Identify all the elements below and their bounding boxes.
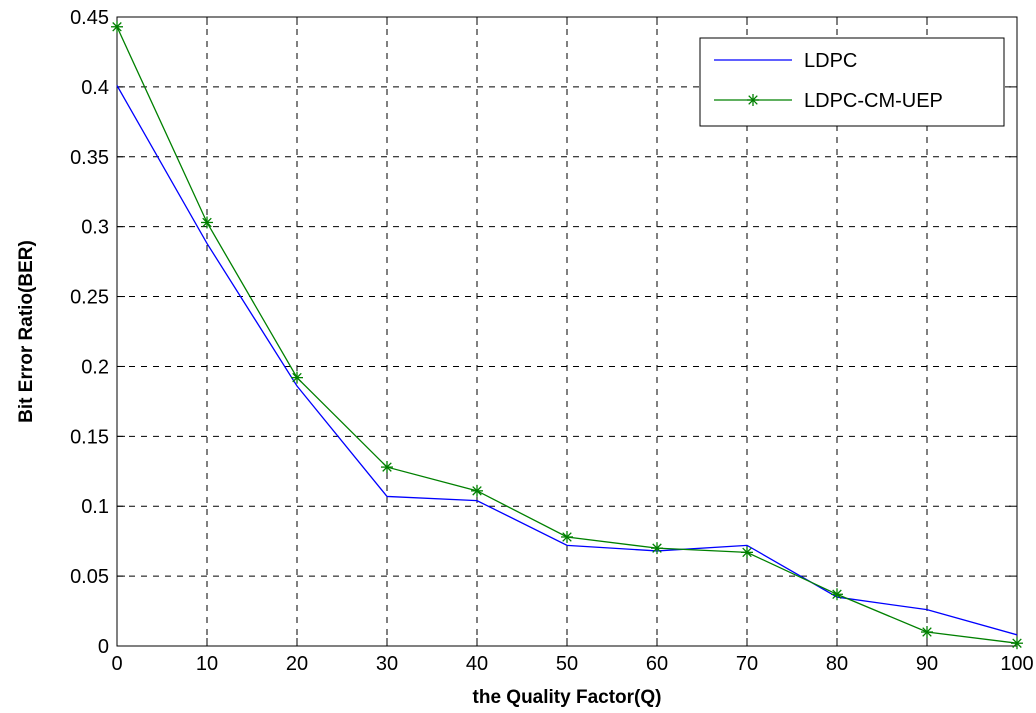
data-point-ldpc-cm-uep (741, 546, 753, 559)
data-point-ldpc-cm-uep (561, 530, 573, 543)
y-tick-label: 0.45 (70, 7, 109, 29)
data-point-ldpc-cm-uep (111, 20, 123, 33)
x-axis-title: the Quality Factor(Q) (473, 687, 662, 708)
x-tick-label: 0 (111, 653, 122, 675)
axis-ticks: 0 10 20 30 40 50 60 70 80 90 100 0 0.05 0.1 0.15 0.2 0.2… (70, 7, 1034, 675)
data-point-ldpc-cm-uep (381, 461, 393, 474)
y-tick-label: 0.1 (81, 496, 109, 518)
y-tick-label: 0.05 (70, 566, 109, 588)
data-point-ldpc-cm-uep (831, 588, 843, 601)
legend: LDPC LDPC-CM-UEP (699, 37, 1005, 127)
data-point-ldpc-cm-uep (291, 371, 303, 384)
y-tick-label: 0.35 (70, 147, 109, 169)
y-tick-label: 0.3 (81, 217, 109, 239)
y-tick-label: 0.4 (81, 77, 109, 99)
data-point-ldpc-cm-uep (201, 216, 213, 229)
data-point-ldpc-cm-uep (471, 484, 483, 497)
data-point-ldpc-cm-uep (1011, 637, 1023, 650)
x-tick-label: 60 (646, 653, 668, 675)
x-tick-label: 30 (376, 653, 398, 675)
y-axis-title: Bit Error Ratio(BER) (16, 240, 37, 423)
x-tick-label: 80 (826, 653, 848, 675)
x-tick-label: 40 (466, 653, 488, 675)
legend-box (699, 37, 1005, 127)
grid (117, 17, 1017, 646)
y-tick-label: 0.2 (81, 356, 109, 378)
legend-label-ldpc-cm-uep: LDPC-CM-UEP (804, 90, 943, 112)
y-tick-label: 0 (98, 636, 109, 658)
legend-marker-ldpc-cm-uep (747, 94, 759, 106)
data-point-ldpc-cm-uep (921, 626, 933, 639)
x-tick-label: 70 (736, 653, 758, 675)
y-tick-label: 0.25 (70, 287, 109, 309)
x-tick-label: 100 (1000, 653, 1033, 675)
x-tick-label: 50 (556, 653, 578, 675)
data-point-ldpc-cm-uep (651, 542, 663, 555)
x-tick-label: 20 (286, 653, 308, 675)
x-tick-label: 10 (196, 653, 218, 675)
series (111, 20, 1023, 650)
series-line-ldpc (116, 85, 1018, 636)
y-tick-label: 0.15 (70, 426, 109, 448)
legend-label-ldpc: LDPC (804, 50, 857, 72)
x-tick-label: 90 (916, 653, 938, 675)
